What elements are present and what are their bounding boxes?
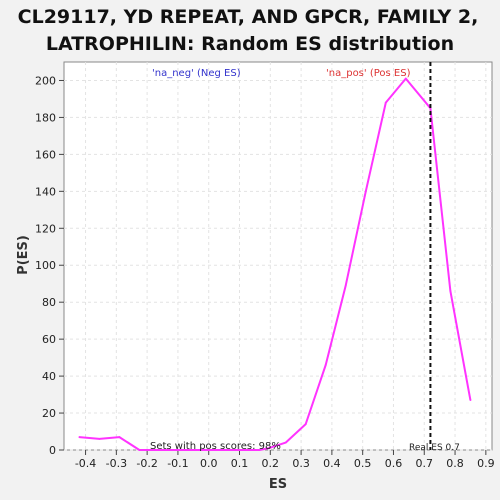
x-tick-label: 0.8 xyxy=(446,457,464,470)
es-distribution-point xyxy=(198,449,201,451)
pos-scores-text: Sets with pos scores: 98% xyxy=(150,441,281,452)
es-distribution-point xyxy=(364,190,367,193)
es-distribution-point xyxy=(449,290,452,293)
es-distribution-point xyxy=(344,284,347,287)
y-tick-label: 0 xyxy=(49,444,56,457)
x-tick-label: 0.1 xyxy=(231,457,249,470)
es-distribution-point xyxy=(138,449,141,451)
y-tick-label: 120 xyxy=(35,222,56,235)
es-distribution-point xyxy=(469,399,472,402)
neg-es-label: 'na_neg' (Neg ES) xyxy=(152,68,241,79)
es-distribution-point xyxy=(98,438,101,440)
x-tick-label: 0.3 xyxy=(292,457,310,470)
x-tick-label: -0.3 xyxy=(106,457,127,470)
x-tick-label: 0.6 xyxy=(385,457,403,470)
series-lines xyxy=(78,77,472,451)
x-tick-label: 0.9 xyxy=(477,457,495,470)
pos-es-label: 'na_pos' (Pos ES) xyxy=(326,68,411,79)
es-distribution-point xyxy=(304,423,307,426)
grid-lines xyxy=(64,62,492,451)
x-tick-label: 0.5 xyxy=(354,457,372,470)
es-distribution-point xyxy=(158,449,161,451)
axes: -0.4 -0.3 -0.2 -0.1 0.0 0.1 0.2 0.3 0.4 0.5 0.6 0.7… xyxy=(35,74,495,470)
y-tick-label: 80 xyxy=(42,296,56,309)
es-distribution-point xyxy=(118,436,121,438)
x-axis-label: ES xyxy=(269,477,287,492)
plot-area xyxy=(63,61,493,451)
es-distribution-point xyxy=(238,449,241,451)
x-tick-label: -0.1 xyxy=(167,457,188,470)
y-tick-label: 40 xyxy=(42,370,56,383)
y-tick-label: 180 xyxy=(35,111,56,124)
es-distribution-point xyxy=(404,77,407,80)
es-distribution-point xyxy=(324,364,327,366)
es-distribution-point xyxy=(284,441,287,444)
y-tick-label: 160 xyxy=(35,148,56,161)
x-tick-label: 0.7 xyxy=(416,457,434,470)
es-distribution-point xyxy=(178,449,181,451)
y-tick-label: 140 xyxy=(35,185,56,198)
y-tick-label: 200 xyxy=(35,74,56,87)
y-tick-label: 60 xyxy=(42,333,56,346)
es-distribution-point xyxy=(78,436,81,438)
x-tick-label: 0.0 xyxy=(200,457,218,470)
es-distribution-point xyxy=(267,447,270,450)
x-tick-label: 0.2 xyxy=(262,457,280,470)
x-tick-label: -0.4 xyxy=(75,457,96,470)
chart-title-line-1: CL29117, YD REPEAT, AND GPCR, FAMILY 2, xyxy=(18,6,479,28)
real-es-label: Real ES 0.7 xyxy=(409,443,460,453)
x-tick-label: 0.4 xyxy=(323,457,341,470)
chart-title-line-2: LATROPHILIN: Random ES distribution xyxy=(46,33,454,55)
es-distribution-point xyxy=(258,449,261,451)
es-distribution-point xyxy=(384,101,387,104)
y-axis-label: P(ES) xyxy=(16,235,31,275)
y-tick-label: 100 xyxy=(35,259,56,272)
y-tick-label: 20 xyxy=(42,407,56,420)
x-tick-label: -0.2 xyxy=(136,457,157,470)
es-distribution-point xyxy=(218,449,221,451)
